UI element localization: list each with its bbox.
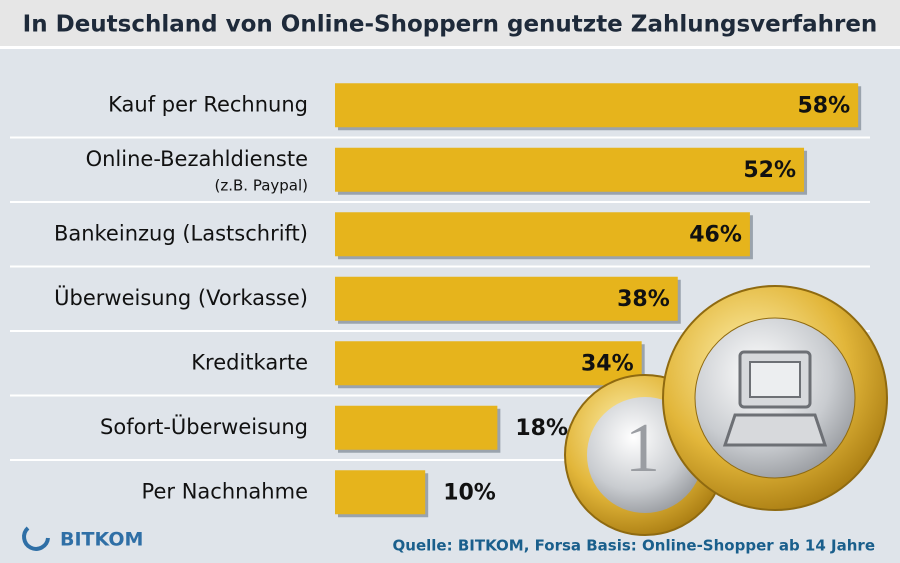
bar — [335, 276, 678, 321]
title-separator — [0, 46, 900, 49]
bar — [335, 470, 426, 515]
category-label: Sofort-Überweisung — [100, 414, 308, 439]
rows: Kauf per Rechnung 58% Online-Bezahldienste… — [10, 83, 870, 518]
value-label: 18% — [515, 416, 568, 441]
bar — [335, 341, 642, 386]
category-label: Per Nachnahme — [142, 479, 308, 503]
bar — [335, 405, 498, 450]
value-label: 58% — [797, 93, 850, 118]
coins: 1 — [564, 285, 888, 536]
logo: BITKOM — [60, 529, 143, 551]
computer-display — [749, 361, 801, 398]
value-label: 38% — [617, 287, 670, 312]
value-label: 52% — [743, 158, 796, 183]
source: Quelle: BITKOM, Forsa Basis: Online-Shop… — [393, 537, 875, 555]
value-label: 34% — [581, 351, 634, 376]
category-label: Überweisung (Vorkasse) — [54, 285, 308, 310]
value-label: 10% — [443, 480, 496, 505]
logo-mark — [22, 526, 50, 551]
coin-digit: 1 — [625, 410, 660, 487]
bar — [335, 83, 859, 128]
category-note: (z.B. Paypal) — [215, 176, 309, 194]
bar — [335, 212, 750, 257]
category-label: Online-Bezahldienste — [86, 147, 308, 171]
value-label: 46% — [689, 222, 742, 247]
category-label: Bankeinzug (Lastschrift) — [54, 221, 308, 245]
chart-title: In Deutschland von Online-Shoppern genut… — [23, 12, 878, 38]
bar — [335, 147, 805, 192]
computer-keyboard — [722, 413, 828, 447]
title-bar — [0, 0, 900, 46]
category-label: Kauf per Rechnung — [108, 92, 308, 116]
category-label: Kreditkarte — [191, 350, 308, 374]
